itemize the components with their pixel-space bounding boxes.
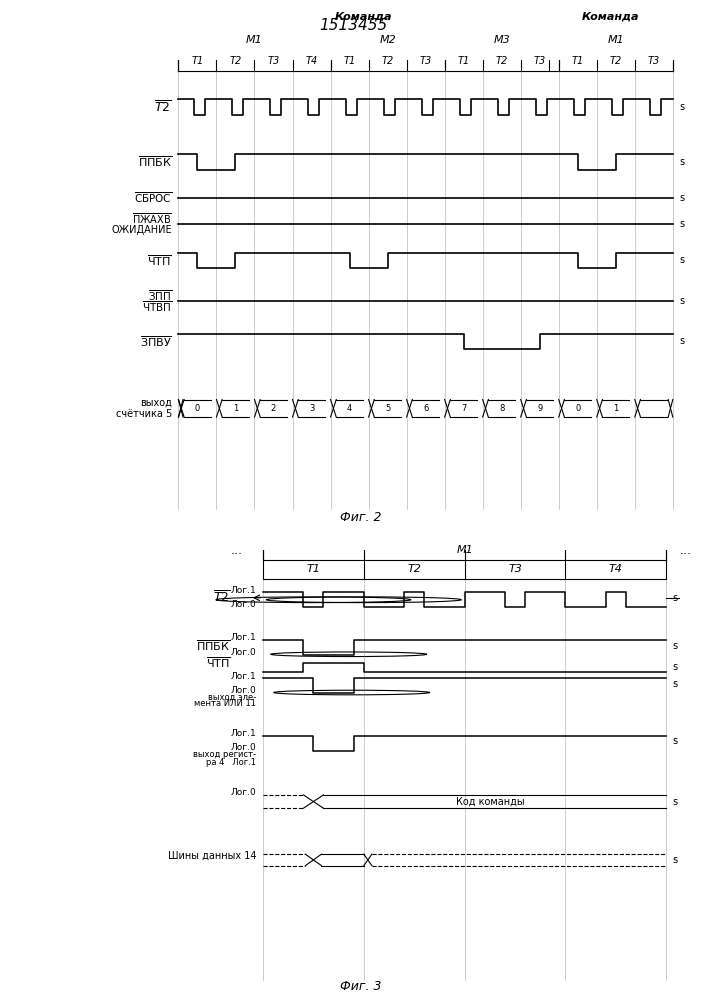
Text: s: s: [673, 641, 678, 651]
Text: $\overline{\text{ПЖАХВ}}$: $\overline{\text{ПЖАХВ}}$: [132, 211, 172, 226]
Text: Т3: Т3: [419, 56, 432, 66]
Text: $\overline{\text{СБРОС}}$: $\overline{\text{СБРОС}}$: [134, 191, 172, 205]
Text: ОЖИДАНИЕ: ОЖИДАНИЕ: [111, 225, 172, 235]
Text: 4: 4: [347, 404, 352, 413]
Text: 3: 3: [309, 404, 314, 413]
Text: Код команды: Код команды: [455, 797, 524, 807]
Text: выход регист-: выход регист-: [194, 750, 257, 759]
Text: Т1: Т1: [457, 56, 469, 66]
Text: Т4: Т4: [609, 564, 623, 574]
Text: М1: М1: [456, 545, 473, 555]
Text: мента ИЛИ 11: мента ИЛИ 11: [194, 700, 257, 708]
Text: Лог.1: Лог.1: [230, 729, 257, 738]
Text: 1513455: 1513455: [320, 17, 387, 32]
Text: Т1: Т1: [192, 56, 204, 66]
Text: Т3: Т3: [534, 56, 546, 66]
Text: Лог.0: Лог.0: [230, 600, 257, 609]
Text: Шины данных 14: Шины данных 14: [168, 851, 257, 861]
Text: s: s: [679, 157, 684, 167]
Text: Фиг. 2: Фиг. 2: [340, 511, 381, 524]
Text: Т2: Т2: [496, 56, 508, 66]
Text: 8: 8: [499, 404, 504, 413]
Text: Команда: Команда: [583, 11, 640, 21]
Text: s: s: [673, 679, 678, 689]
Text: ...: ...: [680, 544, 691, 556]
Text: $\overline{\text{ЧТВП}}$: $\overline{\text{ЧТВП}}$: [141, 299, 172, 314]
Text: 9: 9: [537, 404, 542, 413]
Text: Фиг. 3: Фиг. 3: [340, 980, 381, 993]
Text: Т3: Т3: [648, 56, 660, 66]
Text: М1: М1: [607, 35, 624, 45]
Text: $\overline{T2}$: $\overline{T2}$: [154, 99, 172, 115]
Text: Т1: Т1: [306, 564, 320, 574]
Text: 0: 0: [195, 404, 200, 413]
Text: М1: М1: [246, 35, 263, 45]
Text: Лог.0: Лог.0: [230, 744, 257, 752]
Text: s: s: [673, 662, 678, 672]
Text: $\overline{\text{ППБК}}$: $\overline{\text{ППБК}}$: [197, 638, 230, 653]
Text: $\overline{\text{ЧТП}}$: $\overline{\text{ЧТП}}$: [206, 656, 230, 670]
Text: 6: 6: [423, 404, 428, 413]
Text: Т3: Т3: [508, 564, 522, 574]
Text: s: s: [679, 336, 684, 346]
Text: Лог.1: Лог.1: [230, 586, 257, 595]
Text: 0: 0: [575, 404, 580, 413]
Text: $\overline{\text{ППБК}}$: $\overline{\text{ППБК}}$: [138, 155, 172, 169]
Text: ...: ...: [231, 544, 243, 556]
Text: $\overline{\text{ЧТП}}$: $\overline{\text{ЧТП}}$: [147, 253, 172, 268]
Text: Лог.0: Лог.0: [230, 788, 257, 797]
Text: s: s: [679, 102, 684, 112]
Text: Т2: Т2: [229, 56, 242, 66]
Text: s: s: [673, 736, 678, 746]
Text: Лог.0: Лог.0: [230, 648, 257, 657]
Text: 7: 7: [461, 404, 467, 413]
Text: Лог.1: Лог.1: [230, 672, 257, 681]
Text: 1: 1: [613, 404, 619, 413]
Text: Т1: Т1: [344, 56, 356, 66]
Text: выход
счётчика 5: выход счётчика 5: [116, 397, 172, 419]
Text: Т2: Т2: [407, 564, 421, 574]
Text: Команда: Команда: [335, 11, 392, 21]
Text: s: s: [679, 219, 684, 229]
Text: Т2: Т2: [382, 56, 394, 66]
Text: М3: М3: [493, 35, 510, 45]
Text: s: s: [679, 193, 684, 203]
Text: Т1: Т1: [571, 56, 584, 66]
Text: Т3: Т3: [267, 56, 280, 66]
Text: 2: 2: [271, 404, 276, 413]
Text: Лог.0: Лог.0: [230, 686, 257, 695]
Text: s: s: [673, 593, 678, 603]
Text: Т2: Т2: [609, 56, 622, 66]
Text: выход эле-: выход эле-: [209, 693, 257, 702]
Text: 1: 1: [233, 404, 238, 413]
Text: ра 4   Лог.1: ра 4 Лог.1: [206, 758, 257, 767]
Text: М2: М2: [379, 35, 396, 45]
Text: $\overline{T2}$: $\overline{T2}$: [213, 590, 230, 606]
Text: Лог.1: Лог.1: [230, 634, 257, 643]
Text: s: s: [673, 855, 678, 865]
Text: 5: 5: [385, 404, 390, 413]
Text: s: s: [679, 255, 684, 265]
Text: Т4: Т4: [305, 56, 317, 66]
Text: s: s: [679, 296, 684, 306]
Text: s: s: [673, 797, 678, 807]
Text: $\overline{\text{ЗПВУ}}$: $\overline{\text{ЗПВУ}}$: [140, 334, 172, 349]
Text: $\overline{\text{ЗПП}}$: $\overline{\text{ЗПП}}$: [148, 288, 172, 303]
